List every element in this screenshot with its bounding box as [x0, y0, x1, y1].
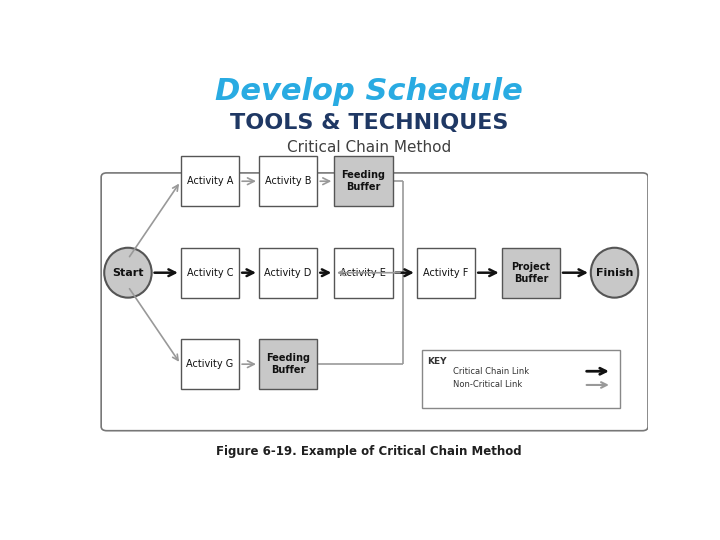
Text: Critical Chain Method: Critical Chain Method [287, 140, 451, 156]
Text: Finish: Finish [596, 268, 633, 278]
FancyBboxPatch shape [258, 339, 318, 389]
Ellipse shape [591, 248, 638, 298]
Text: Figure 6-19. Example of Critical Chain Method: Figure 6-19. Example of Critical Chain M… [216, 445, 522, 458]
Text: Start: Start [112, 268, 144, 278]
FancyBboxPatch shape [181, 339, 239, 389]
Text: Activity A: Activity A [186, 176, 233, 186]
Text: Develop Schedule: Develop Schedule [215, 77, 523, 106]
FancyBboxPatch shape [258, 156, 318, 206]
FancyBboxPatch shape [258, 248, 318, 298]
Ellipse shape [104, 248, 152, 298]
Text: Activity E: Activity E [341, 268, 387, 278]
Text: Non-Critical Link: Non-Critical Link [453, 381, 522, 389]
Text: Critical Chain Link: Critical Chain Link [453, 367, 528, 376]
Text: Activity D: Activity D [264, 268, 312, 278]
Text: Feeding
Buffer: Feeding Buffer [341, 170, 385, 192]
Text: Project
Buffer: Project Buffer [511, 261, 550, 284]
FancyBboxPatch shape [334, 248, 392, 298]
FancyBboxPatch shape [181, 248, 239, 298]
Text: Feeding
Buffer: Feeding Buffer [266, 353, 310, 375]
FancyBboxPatch shape [502, 248, 560, 298]
FancyBboxPatch shape [101, 173, 648, 431]
FancyBboxPatch shape [181, 156, 239, 206]
Text: TOOLS & TECHNIQUES: TOOLS & TECHNIQUES [230, 113, 508, 133]
Text: Activity G: Activity G [186, 359, 233, 369]
Text: Activity C: Activity C [186, 268, 233, 278]
Text: Activity B: Activity B [265, 176, 311, 186]
FancyBboxPatch shape [422, 349, 620, 408]
Text: KEY: KEY [428, 357, 447, 366]
FancyBboxPatch shape [417, 248, 475, 298]
Text: Activity F: Activity F [423, 268, 469, 278]
FancyBboxPatch shape [334, 156, 392, 206]
